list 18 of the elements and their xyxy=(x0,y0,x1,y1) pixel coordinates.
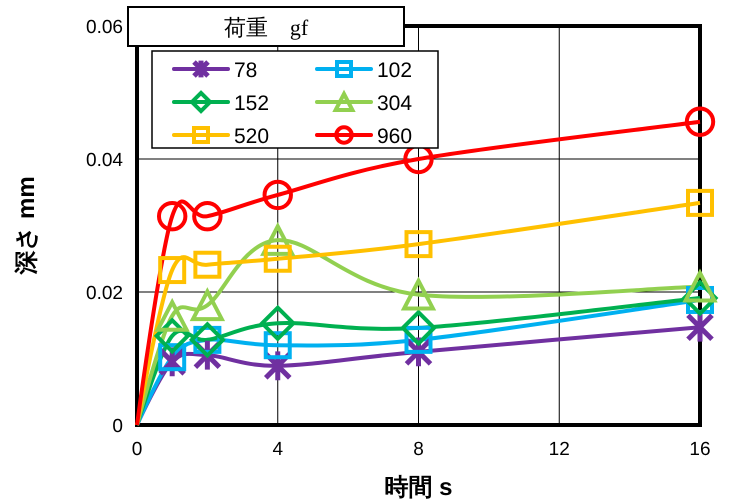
legend-label: 520 xyxy=(234,125,270,148)
x-tick-label: 4 xyxy=(272,439,284,460)
x-axis-title: 時間 s xyxy=(384,474,453,501)
y-tick-label: 0.04 xyxy=(86,150,124,171)
legend-label: 304 xyxy=(377,92,412,115)
x-tick-label: 16 xyxy=(689,439,711,460)
legend-title: 荷重 gf xyxy=(224,15,309,40)
legend-label: 102 xyxy=(377,59,412,82)
y-tick-label: 0.02 xyxy=(86,283,123,304)
y-axis-title: 深さ mm xyxy=(13,176,40,276)
legend-label: 960 xyxy=(377,125,412,148)
legend-label: 78 xyxy=(234,59,258,82)
x-tick-label: 12 xyxy=(548,439,570,460)
y-tick-label: 0 xyxy=(112,416,123,437)
y-tick-label: 0.06 xyxy=(86,17,123,38)
legend-label: 152 xyxy=(234,92,270,115)
x-tick-label: 0 xyxy=(132,439,142,460)
x-tick-label: 8 xyxy=(413,439,424,460)
